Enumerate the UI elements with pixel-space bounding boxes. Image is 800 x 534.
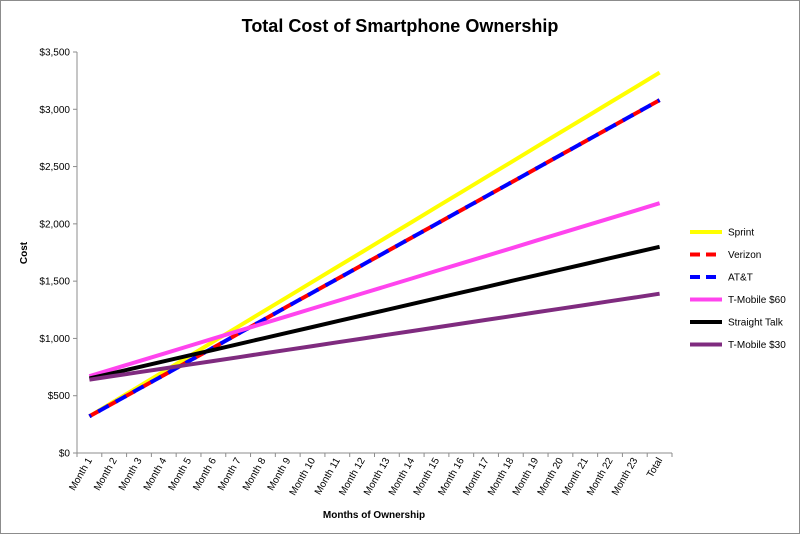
x-tick-label: Month 1	[67, 456, 95, 493]
series-line	[88, 70, 661, 419]
y-tick-label: $500	[48, 391, 71, 402]
y-tick-label: $2,500	[39, 162, 70, 173]
legend-label: Straight Talk	[728, 318, 784, 329]
series-line	[88, 201, 661, 379]
x-tick-label: Month 9	[266, 456, 294, 493]
x-tick-label: Month 7	[216, 456, 244, 493]
x-tick-label: Month 4	[142, 456, 170, 493]
y-tick-label: $1,500	[39, 277, 70, 288]
y-tick-label: $3,500	[39, 48, 70, 59]
x-tick-label: Month 3	[117, 456, 145, 493]
y-tick-label: $2,000	[39, 219, 70, 230]
y-tick-label: $1,000	[39, 334, 70, 345]
legend-label: T-Mobile $60	[728, 295, 786, 306]
legend: Sprint Verizon AT&T T-Mobile $60 Straight Ta…	[690, 228, 786, 351]
y-tick-label: $3,000	[39, 105, 70, 116]
chart-title: Total Cost of Smartphone Ownership	[242, 16, 559, 36]
x-tick-label: Month 2	[92, 456, 120, 493]
legend-label: Verizon	[728, 250, 761, 261]
series-line	[88, 244, 661, 381]
x-tick-label: Month 6	[191, 456, 219, 493]
legend-label: Sprint	[728, 228, 754, 239]
legend-label: AT&T	[728, 273, 753, 284]
series-line	[89, 291, 660, 382]
x-tick-label: Month 5	[167, 456, 195, 493]
y-axis-label: Cost	[19, 241, 30, 264]
legend-label: T-Mobile $30	[728, 340, 786, 351]
x-tick-label: Month 8	[241, 456, 269, 493]
x-tick-label: Total	[645, 456, 665, 480]
y-axis-ticks: $0 $500 $1,000 $1,500 $2,000 $2,500 $3,000 $3,5…	[39, 48, 77, 460]
y-tick-label: $0	[59, 449, 71, 460]
x-axis-label: Months of Ownership	[323, 510, 425, 521]
series-lines	[88, 70, 661, 419]
